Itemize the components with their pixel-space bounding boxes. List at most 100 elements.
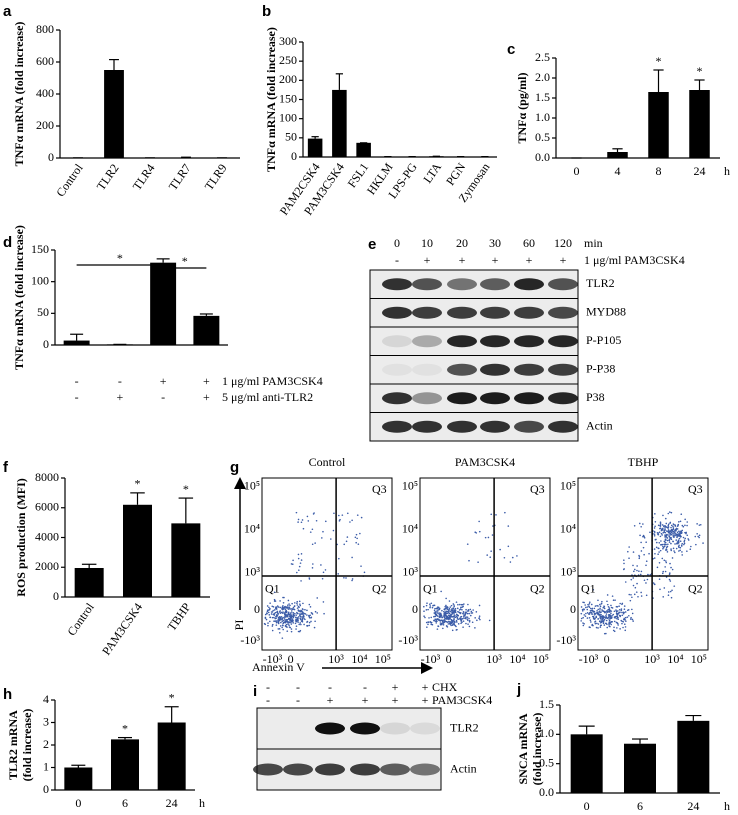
event-dot [643, 553, 645, 556]
blot-band [410, 722, 440, 735]
event-dot [264, 613, 267, 616]
x-tick-label: 6 [637, 799, 643, 813]
event-dot [265, 618, 268, 621]
treatment-sign: - [118, 374, 122, 388]
event-dot [596, 613, 599, 615]
event-dot [607, 605, 610, 608]
event-dot [286, 615, 289, 618]
y-tick-label: -10³ [556, 633, 576, 647]
y-tick-label: -10³ [398, 633, 418, 647]
event-dot [273, 616, 275, 619]
event-dot [276, 611, 279, 614]
bar [677, 720, 710, 793]
event-dot [601, 600, 603, 603]
event-dot [676, 533, 679, 536]
blot-band [253, 763, 283, 776]
event-dot [669, 562, 671, 565]
event-dot [611, 616, 613, 619]
event-dot [511, 556, 514, 559]
event-dot [587, 613, 590, 615]
event-dot [297, 553, 300, 556]
event-dot [602, 621, 605, 623]
event-dot [453, 604, 455, 606]
event-dot [435, 619, 438, 621]
event-dot [672, 527, 675, 529]
event-dot [667, 529, 670, 531]
event-dot [281, 607, 284, 609]
y-tick-label: 200 [279, 72, 297, 86]
event-dot [603, 610, 606, 613]
event-dot [638, 522, 641, 525]
event-dot [639, 573, 642, 576]
event-dot [594, 621, 596, 623]
event-dot [433, 619, 435, 622]
event-dot [436, 612, 439, 614]
event-dot [629, 618, 632, 620]
event-dot [652, 582, 655, 584]
event-dot [594, 622, 597, 625]
event-dot [280, 621, 282, 624]
event-dot [469, 614, 472, 617]
event-dot [642, 523, 644, 525]
event-dot [459, 608, 462, 610]
y-axis-label: TNFα mRNA (fold increase) [264, 27, 278, 172]
event-dot [672, 534, 674, 537]
x-tick-label: 10³ [486, 652, 502, 666]
blot-band [548, 392, 578, 405]
event-dot [269, 620, 271, 623]
event-dot [351, 519, 353, 522]
event-dot [622, 568, 625, 571]
bar [123, 504, 152, 597]
significance-star: * [656, 54, 662, 68]
event-dot [615, 610, 618, 613]
event-dot [602, 610, 605, 613]
event-dot [664, 531, 667, 534]
bar [74, 567, 104, 597]
event-dot [599, 611, 601, 613]
event-dot [677, 524, 679, 526]
event-dot [441, 619, 444, 622]
event-dot [597, 605, 599, 607]
event-dot [659, 549, 662, 552]
event-dot [290, 630, 293, 633]
event-dot [676, 535, 679, 538]
event-dot [436, 608, 439, 610]
y-tick-label: -10³ [240, 633, 260, 647]
event-dot [275, 614, 278, 616]
event-dot [592, 615, 595, 618]
event-dot [476, 619, 478, 622]
time-label: 0 [394, 236, 400, 250]
event-dot [492, 525, 494, 527]
event-dot [429, 621, 432, 623]
event-dot [670, 526, 672, 529]
event-dot [274, 620, 276, 622]
event-dot [478, 520, 480, 523]
event-dot [298, 600, 301, 603]
treatment-sign: + [459, 253, 466, 267]
event-dot [296, 611, 298, 614]
event-dot [664, 517, 667, 520]
event-dot [312, 563, 314, 565]
event-dot [444, 620, 447, 623]
event-dot [427, 623, 429, 626]
significance-star: * [182, 254, 188, 268]
x-tick-label: 10³ [644, 652, 660, 666]
y-tick-label: 50 [285, 130, 297, 144]
event-dot [441, 621, 444, 623]
treatment-sign: + [392, 693, 399, 707]
event-dot [277, 620, 279, 622]
event-dot [455, 601, 458, 603]
event-dot [609, 614, 611, 617]
panel-letter: j [516, 681, 521, 698]
x-tick-label: 0 [604, 652, 610, 666]
event-dot [654, 521, 657, 523]
event-dot [337, 573, 339, 575]
event-dot [623, 623, 626, 626]
event-dot [309, 614, 311, 617]
event-dot [272, 609, 274, 612]
event-dot [287, 613, 290, 615]
blot-band [548, 420, 578, 433]
event-dot [673, 534, 676, 537]
event-dot [619, 628, 621, 630]
